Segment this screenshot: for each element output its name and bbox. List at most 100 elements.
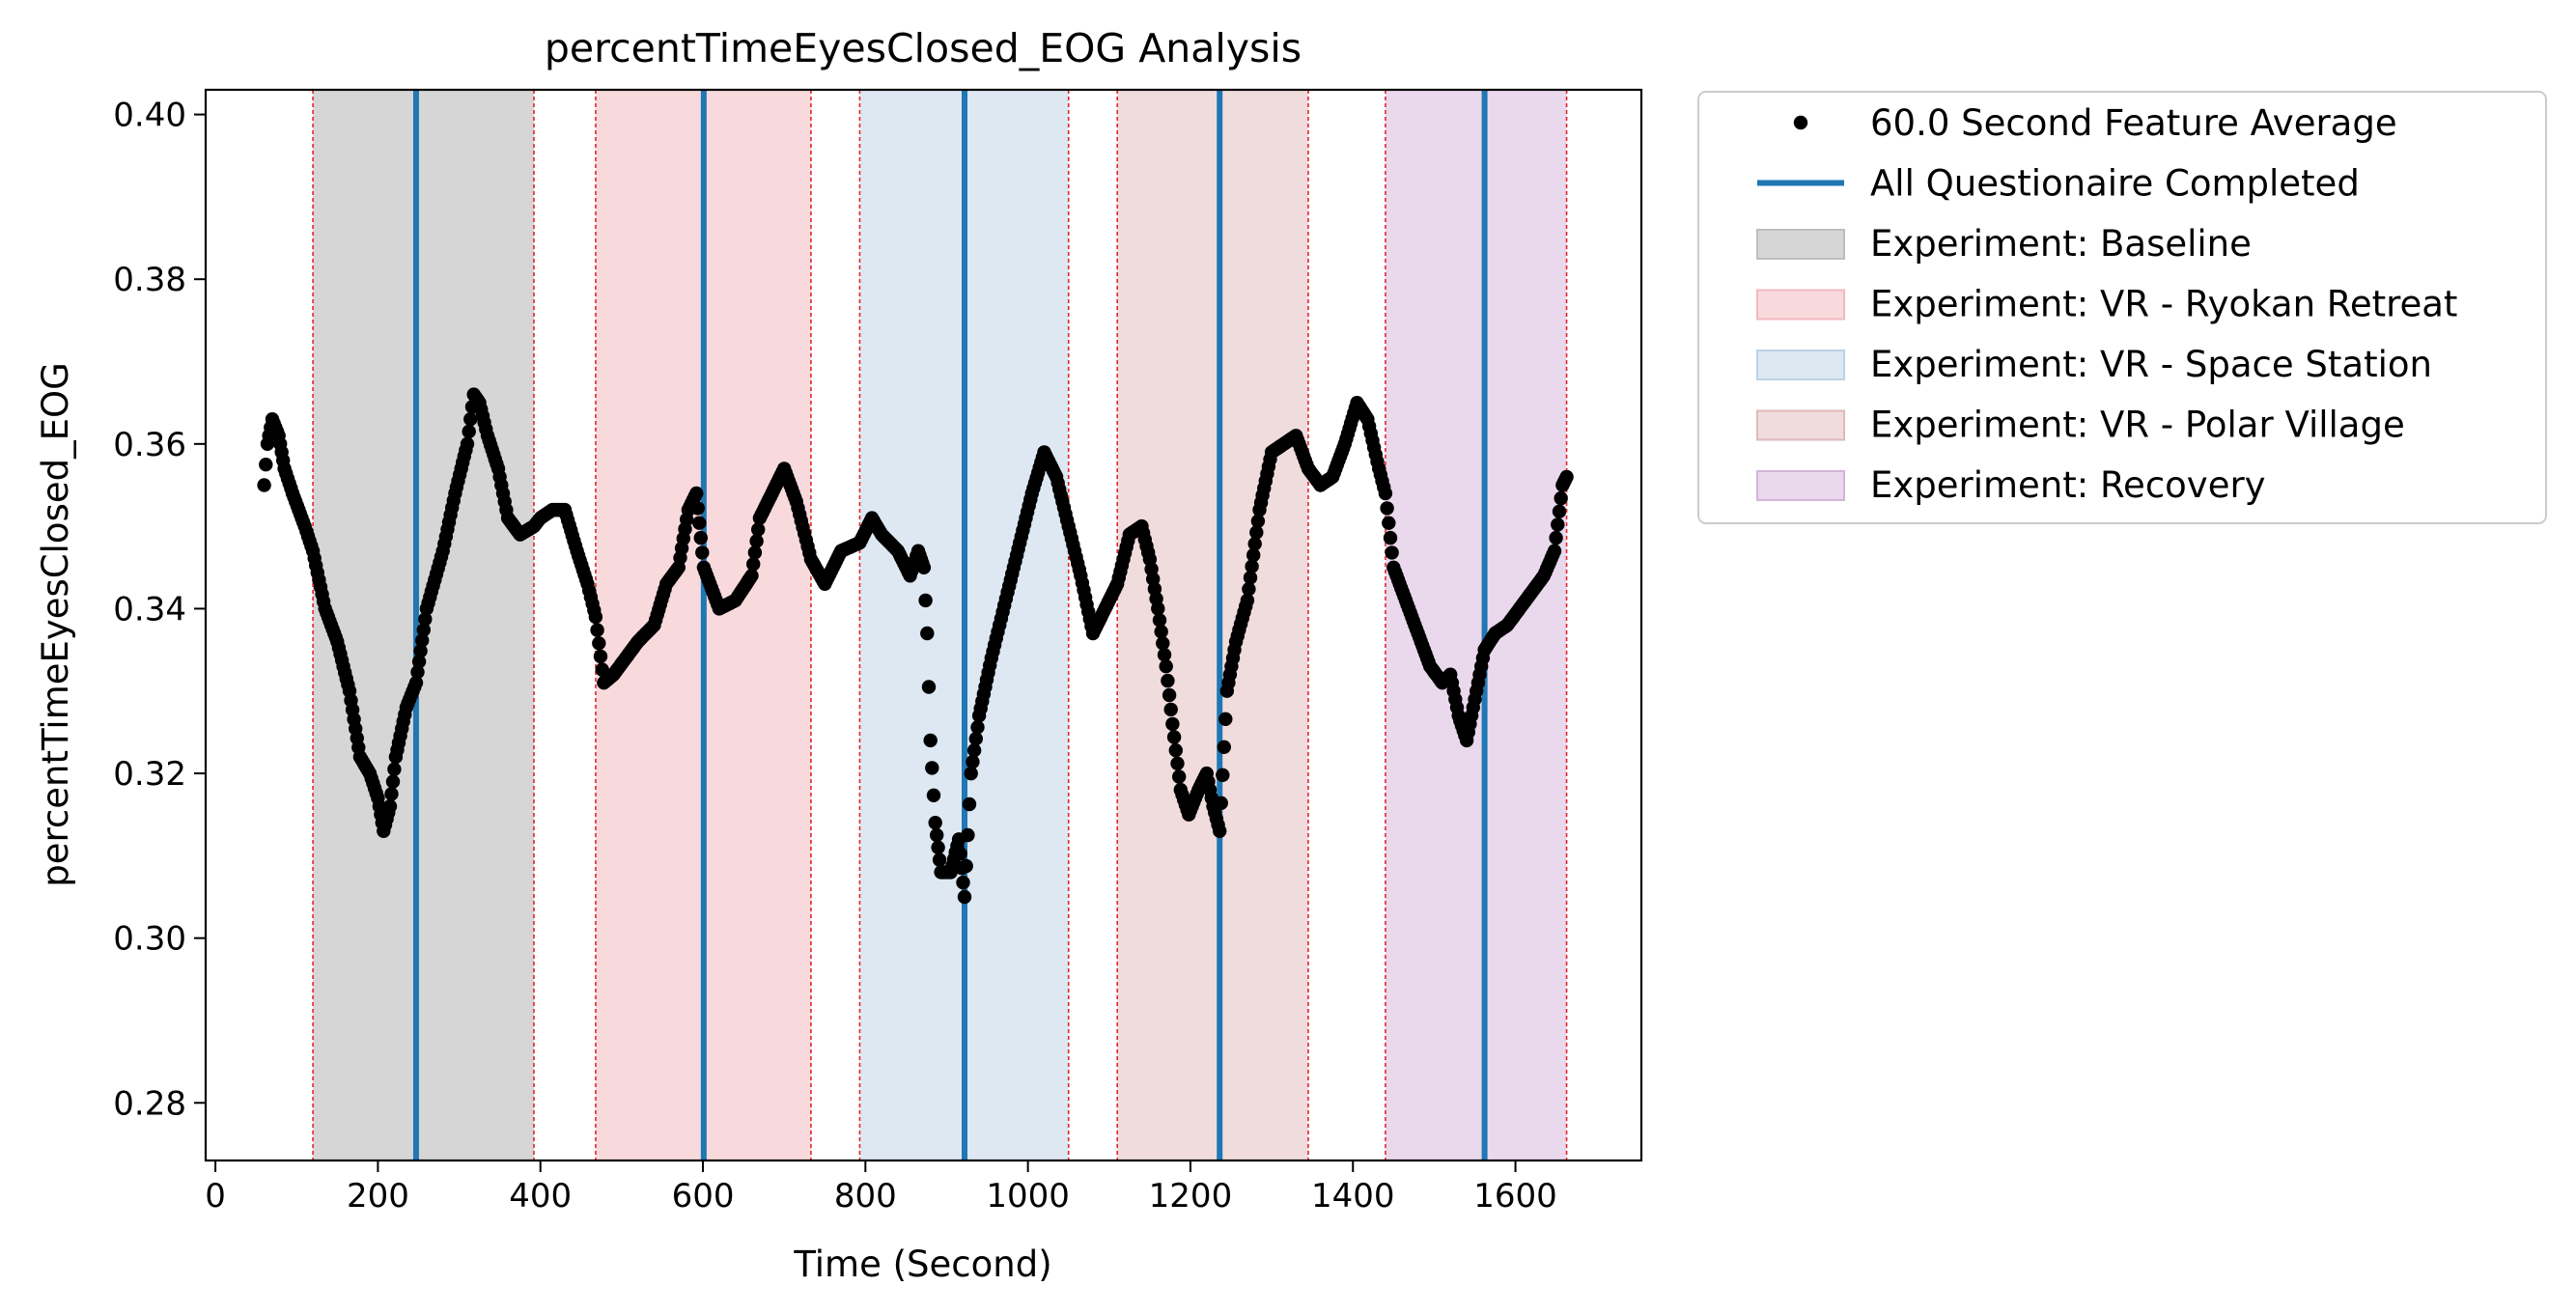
data-points <box>257 387 1574 905</box>
data-point <box>1157 648 1172 662</box>
legend-label: Experiment: Baseline <box>1870 223 2252 265</box>
data-point <box>1217 740 1232 754</box>
data-point <box>744 569 759 583</box>
data-point <box>1243 571 1258 585</box>
data-point <box>593 649 608 664</box>
data-point <box>749 534 764 548</box>
data-point <box>1240 593 1255 608</box>
data-point <box>384 787 399 801</box>
data-point <box>931 840 945 854</box>
data-point <box>1216 768 1230 782</box>
data-point <box>1159 659 1173 674</box>
data-point <box>968 732 983 746</box>
data-point <box>953 847 967 861</box>
x-tick-label: 1200 <box>1149 1177 1233 1216</box>
data-point <box>385 774 401 789</box>
data-point <box>588 609 603 625</box>
data-point <box>1242 582 1256 597</box>
legend-items: 60.0 Second Feature Average All Questiona… <box>1756 102 2457 506</box>
data-point <box>418 612 433 627</box>
data-point <box>1559 469 1574 485</box>
phase-band-3 <box>1117 90 1308 1160</box>
data-point <box>257 478 271 492</box>
questionnaire-lines <box>412 90 1488 1160</box>
data-point <box>1172 769 1187 784</box>
data-point <box>1156 636 1170 651</box>
x-tick-label: 400 <box>509 1177 572 1216</box>
data-point <box>1250 514 1266 528</box>
data-point <box>1161 673 1175 688</box>
data-point <box>382 799 398 814</box>
data-point <box>1249 525 1264 540</box>
chart-title: percentTimeEyesClosed_EOG Analysis <box>545 25 1302 71</box>
data-point <box>1152 613 1167 628</box>
y-tick-label: 0.38 <box>113 261 186 299</box>
data-point <box>1378 486 1393 501</box>
x-tick-label: 200 <box>347 1177 409 1216</box>
data-point <box>970 720 985 735</box>
legend-patch-icon <box>1756 409 1845 441</box>
data-point <box>689 486 704 501</box>
data-point <box>1551 517 1565 532</box>
data-point <box>926 788 941 802</box>
data-point <box>590 623 604 637</box>
data-point <box>962 797 977 812</box>
legend-label: 60.0 Second Feature Average <box>1870 102 2397 144</box>
data-point <box>408 676 424 690</box>
data-point <box>1547 544 1562 558</box>
data-point <box>693 530 708 545</box>
data-point <box>692 516 707 530</box>
data-point <box>259 458 273 472</box>
data-point <box>695 545 710 560</box>
x-tick-label: 1000 <box>986 1177 1070 1216</box>
data-point <box>921 680 937 694</box>
data-point <box>959 858 973 874</box>
data-point <box>416 623 431 637</box>
data-point <box>1151 601 1165 616</box>
data-point <box>966 743 982 758</box>
data-point <box>1554 490 1568 506</box>
legend-marker-icon <box>1793 115 1808 130</box>
x-tick-label: 800 <box>834 1177 897 1216</box>
data-point <box>1166 730 1182 744</box>
data-point <box>932 853 947 867</box>
data-point <box>747 545 763 560</box>
data-point <box>1170 756 1185 770</box>
data-point <box>1549 530 1563 545</box>
data-point <box>930 827 944 843</box>
y-tick-label: 0.32 <box>113 755 186 794</box>
data-point <box>415 633 430 648</box>
data-point <box>463 412 478 427</box>
y-tick-label: 0.36 <box>113 426 186 464</box>
y-axis-ticks: 0.28 0.30 0.32 0.34 0.36 0.38 0.40 <box>113 97 206 1123</box>
legend-label: Experiment: VR - Space Station <box>1870 344 2432 385</box>
data-point <box>923 733 938 748</box>
data-point <box>1245 559 1259 573</box>
data-point <box>957 889 972 905</box>
data-point <box>1247 537 1262 551</box>
data-point <box>964 766 978 781</box>
data-point <box>1154 625 1168 639</box>
x-tick-label: 0 <box>205 1177 226 1216</box>
legend-label: Experiment: VR - Polar Village <box>1870 405 2405 446</box>
data-point <box>751 522 766 537</box>
data-point <box>460 436 475 451</box>
data-point <box>1385 545 1399 560</box>
data-point <box>1168 743 1184 758</box>
data-point <box>1214 796 1229 810</box>
legend-patch-icon <box>1756 349 1845 380</box>
x-tick-label: 600 <box>672 1177 735 1216</box>
data-point <box>1552 504 1567 518</box>
legend-label: Experiment: Recovery <box>1870 464 2266 506</box>
data-point <box>746 557 761 572</box>
data-point <box>925 761 939 775</box>
data-point <box>387 762 402 776</box>
x-tick-label: 1400 <box>1311 1177 1395 1216</box>
data-point <box>1383 530 1398 545</box>
data-point <box>592 636 606 651</box>
x-axis-ticks: 0 200 400 600 800 1000 1200 1400 1600 <box>205 1160 1557 1216</box>
data-point <box>690 501 705 516</box>
data-point <box>918 593 933 608</box>
plot-frame <box>204 88 1643 1162</box>
data-point <box>462 424 476 439</box>
